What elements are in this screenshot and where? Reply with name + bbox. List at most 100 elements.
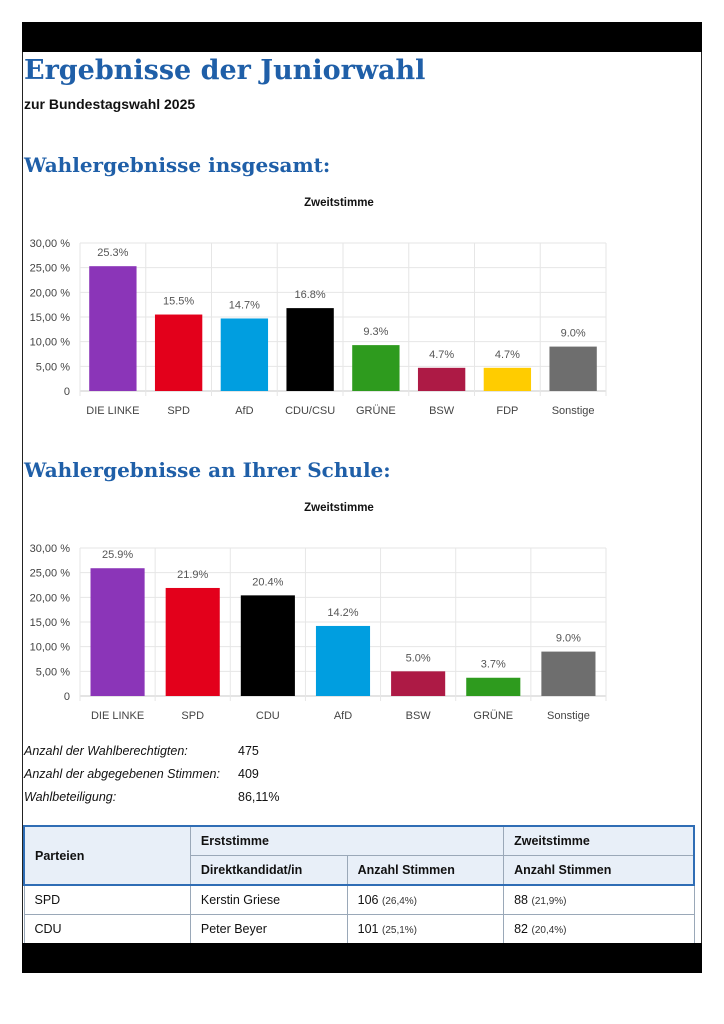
section-heading-total: Wahlergebnisse insgesamt: [24, 153, 331, 177]
y-tick-label: 30,00 % [30, 543, 71, 555]
bar-die-linke [89, 266, 137, 391]
x-tick-label: SPD [181, 710, 204, 722]
data-label: 21.9% [177, 569, 208, 581]
data-label: 4.7% [429, 349, 454, 361]
data-label: 9.0% [556, 633, 581, 645]
x-tick-label: BSW [429, 405, 455, 417]
bar-die-linke [90, 568, 145, 696]
cell-erst-pct: (26,4%) [381, 896, 417, 907]
bar-spd [154, 314, 203, 391]
x-tick-label: CDU [256, 710, 280, 722]
section-heading-school: Wahlergebnisse an Ihrer Schule: [24, 458, 391, 482]
data-label: 14.7% [229, 299, 260, 311]
x-tick-label: BSW [406, 710, 432, 722]
header-erststimme: Erststimme [189, 825, 505, 856]
cell-erst-pct: (25,1%) [381, 925, 417, 936]
bar-afd [220, 318, 269, 391]
bar-afd [315, 625, 371, 696]
chart-total: Zweitstimme 0 5,00 % 10,00 % 15,00 % 20,00 % 2… [24, 190, 614, 420]
bottom-black-bar [22, 943, 702, 973]
y-tick-label: 15,00 % [30, 617, 71, 629]
cell-erst: 106 (26,4%) [346, 884, 505, 915]
page-title: Ergebnisse der Juniorwahl [24, 55, 426, 86]
cell-kandidat: Peter Beyer [189, 914, 348, 944]
x-tick-label: DIE LINKE [86, 405, 139, 417]
cell-zweit-count: 88 [514, 893, 528, 907]
cell-erst: 101 (25,1%) [346, 914, 505, 944]
x-tick-label: GRÜNE [356, 405, 396, 417]
header-direktkandidat: Direktkandidat/in [189, 855, 348, 886]
data-label: 5.0% [406, 652, 431, 664]
x-tick-label: AfD [235, 405, 253, 417]
data-label: 15.5% [163, 296, 194, 308]
x-tick-label: Sonstige [547, 710, 590, 722]
top-black-bar [22, 22, 702, 52]
chart-school-svg: Zweitstimme 0 5,00 % 10,00 % 15,00 % 20,00 % 2… [30, 502, 607, 722]
cell-kandidat: Kerstin Griese [189, 884, 348, 915]
x-tick-label: CDU/CSU [285, 405, 335, 417]
bar-spd [165, 587, 220, 696]
x-tick-label: GRÜNE [473, 710, 513, 722]
data-label: 14.2% [327, 607, 358, 619]
cell-partei: CDU [23, 914, 191, 944]
chart-total-svg: Zweitstimme 0 5,00 % 10,00 % 15,00 % 20,00 % 2… [30, 197, 607, 417]
cell-zweit: 88 (21,9%) [503, 884, 695, 915]
bar-sonstige [549, 346, 597, 391]
data-label: 4.7% [495, 349, 520, 361]
data-label: 16.8% [295, 289, 326, 301]
bar-fdp [483, 367, 532, 391]
header-anzahl-erst: Anzahl Stimmen [346, 855, 505, 886]
page-subtitle: zur Bundestagswahl 2025 [24, 96, 196, 112]
stat-value: 86,11% [238, 790, 280, 804]
y-tick-label: 0 [64, 386, 70, 398]
cell-zweit: 82 (20,4%) [503, 914, 695, 944]
y-tick-label: 10,00 % [30, 337, 71, 349]
data-label: 3.7% [481, 659, 506, 671]
bar-bsw [417, 367, 466, 391]
stat-label: Anzahl der Wahlberechtigten: [24, 744, 188, 758]
cell-erst-count: 101 [357, 922, 379, 936]
x-tick-label: FDP [496, 405, 518, 417]
data-label: 25.9% [102, 549, 133, 561]
x-tick-label: SPD [167, 405, 190, 417]
cell-zweit-pct: (20,4%) [531, 925, 567, 936]
bar-gr-ne [352, 345, 400, 391]
y-tick-label: 5,00 % [36, 666, 70, 678]
cell-partei: SPD [23, 884, 191, 915]
y-tick-label: 0 [64, 691, 70, 703]
bar-cdu [240, 595, 295, 696]
data-label: 25.3% [97, 247, 128, 259]
data-label: 9.3% [363, 326, 388, 338]
stat-label: Wahlbeteiligung: [24, 790, 117, 804]
y-tick-label: 20,00 % [30, 287, 71, 299]
y-tick-label: 25,00 % [30, 263, 71, 275]
header-parteien: Parteien [22, 825, 191, 886]
stat-value: 475 [238, 744, 259, 758]
cell-erst-count: 106 [357, 893, 379, 907]
cell-zweit-count: 82 [514, 922, 528, 936]
data-label: 20.4% [252, 576, 283, 588]
x-tick-label: Sonstige [552, 405, 595, 417]
page-border-left [22, 52, 23, 943]
stat-value: 409 [238, 767, 259, 781]
stat-label: Anzahl der abgegebenen Stimmen: [24, 767, 220, 781]
cell-zweit-pct: (21,9%) [531, 896, 567, 907]
y-tick-label: 5,00 % [36, 361, 70, 373]
y-tick-label: 25,00 % [30, 568, 71, 580]
chart-title: Zweitstimme [304, 502, 374, 514]
bar-bsw [391, 671, 446, 696]
bar-sonstige [541, 651, 596, 696]
data-label: 9.0% [561, 328, 586, 340]
y-tick-label: 15,00 % [30, 312, 71, 324]
header-zweitstimme: Zweitstimme [503, 825, 696, 856]
table-row: SPD Kerstin Griese 106 (26,4%) 88 (21,9%… [23, 884, 695, 915]
table-row: CDU Peter Beyer 101 (25,1%) 82 (20,4%) [23, 914, 695, 944]
results-table: Parteien Erststimme Zweitstimme Direktka… [22, 825, 696, 944]
y-tick-label: 10,00 % [30, 642, 71, 654]
chart-school: Zweitstimme 0 5,00 % 10,00 % 15,00 % 20,00 % 2… [24, 495, 614, 725]
x-tick-label: DIE LINKE [91, 710, 144, 722]
chart-title: Zweitstimme [304, 197, 374, 209]
y-tick-label: 20,00 % [30, 592, 71, 604]
x-tick-label: AfD [334, 710, 352, 722]
page-border-right [701, 52, 702, 943]
